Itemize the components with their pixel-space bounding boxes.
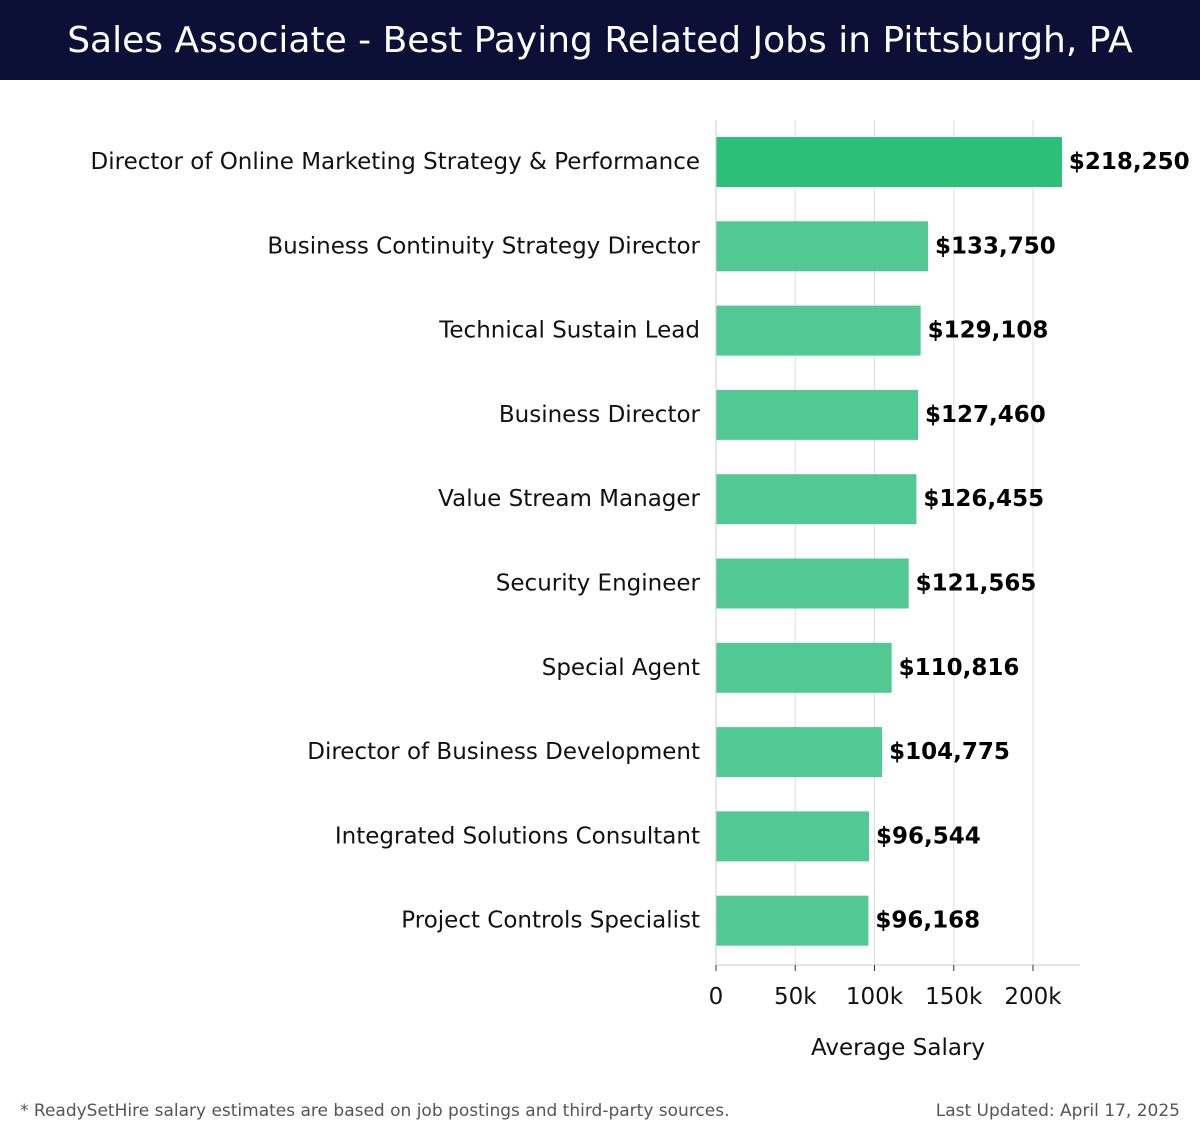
bar-3 bbox=[716, 389, 919, 440]
bar-1 bbox=[716, 221, 928, 272]
chart-header: Sales Associate - Best Paying Related Jo… bbox=[0, 0, 1200, 80]
bar-2 bbox=[716, 305, 921, 356]
bar-8 bbox=[716, 811, 870, 862]
category-label-3: Business Director bbox=[499, 402, 701, 428]
value-label-3: $127,460 bbox=[925, 402, 1046, 428]
category-label-4: Value Stream Manager bbox=[438, 486, 700, 512]
value-label-1: $133,750 bbox=[935, 233, 1056, 259]
bar-5 bbox=[716, 558, 909, 609]
chart-title: Sales Associate - Best Paying Related Jo… bbox=[67, 19, 1133, 61]
category-label-6: Special Agent bbox=[542, 655, 700, 681]
bar-4 bbox=[716, 474, 917, 525]
bar-0 bbox=[716, 137, 1062, 187]
category-label-7: Director of Business Development bbox=[307, 739, 700, 765]
category-label-9: Project Controls Specialist bbox=[401, 908, 700, 934]
source-footnote: * ReadySetHire salary estimates are base… bbox=[20, 1101, 730, 1121]
value-label-9: $96,168 bbox=[875, 908, 980, 934]
value-label-6: $110,816 bbox=[899, 655, 1020, 681]
value-label-7: $104,775 bbox=[889, 739, 1010, 765]
bar-chart: Director of Online Marketing Strategy & … bbox=[91, 120, 1190, 1061]
x-tick-label-3: 150k bbox=[925, 984, 983, 1010]
value-label-8: $96,544 bbox=[876, 823, 981, 849]
value-label-4: $126,455 bbox=[923, 486, 1044, 512]
value-label-2: $129,108 bbox=[928, 318, 1049, 344]
value-label-0: $218,250 bbox=[1069, 149, 1190, 175]
bar-9 bbox=[716, 895, 869, 946]
last-updated: Last Updated: April 17, 2025 bbox=[935, 1101, 1180, 1121]
value-label-5: $121,565 bbox=[916, 571, 1037, 597]
category-label-5: Security Engineer bbox=[496, 571, 701, 597]
x-tick-label-1: 50k bbox=[774, 984, 817, 1010]
x-tick-label-2: 100k bbox=[846, 984, 904, 1010]
bar-6 bbox=[716, 642, 892, 693]
category-label-1: Business Continuity Strategy Director bbox=[267, 233, 700, 259]
bar-7 bbox=[716, 727, 883, 778]
category-label-8: Integrated Solutions Consultant bbox=[335, 823, 700, 849]
category-label-0: Director of Online Marketing Strategy & … bbox=[91, 149, 700, 175]
x-tick-label-0: 0 bbox=[709, 984, 724, 1010]
x-tick-label-4: 200k bbox=[1004, 984, 1062, 1010]
x-axis-title: Average Salary bbox=[811, 1035, 985, 1061]
category-label-2: Technical Sustain Lead bbox=[438, 318, 700, 344]
